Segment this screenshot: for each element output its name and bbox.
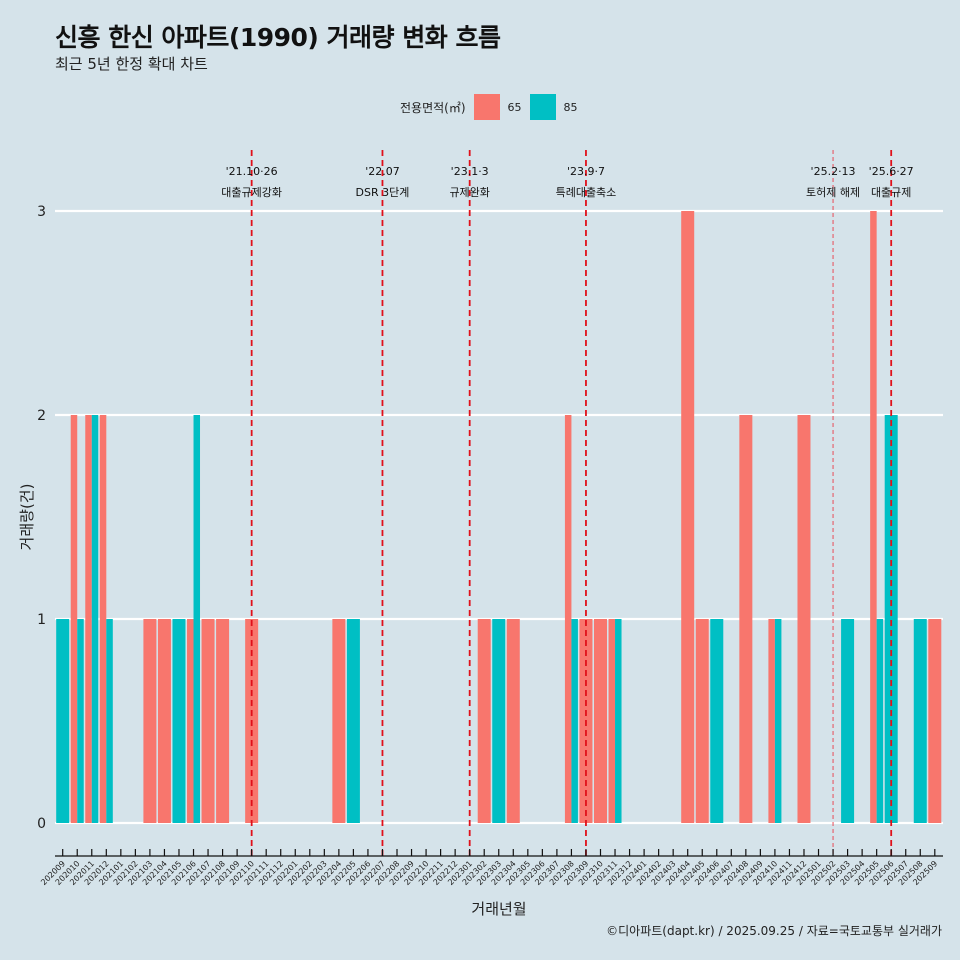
bar-65 bbox=[564, 415, 572, 823]
event-date: '25.2·13 bbox=[811, 165, 856, 178]
legend-title: 전용면적(㎡) bbox=[400, 100, 466, 115]
event-date: '25.6·27 bbox=[869, 165, 914, 178]
bar-85 bbox=[710, 619, 724, 823]
bar-85 bbox=[774, 619, 782, 823]
bar-65 bbox=[739, 415, 753, 823]
bar-65 bbox=[99, 415, 107, 823]
bar-65 bbox=[870, 211, 877, 823]
y-tick-label: 3 bbox=[37, 204, 46, 220]
bar-65 bbox=[332, 619, 346, 823]
bar-65 bbox=[506, 619, 520, 823]
event-label: 대출규제 bbox=[871, 186, 911, 199]
bar-85 bbox=[615, 619, 622, 823]
bar-65 bbox=[143, 619, 157, 823]
event-date: '23.9·7 bbox=[567, 165, 605, 178]
legend-swatch-65 bbox=[473, 94, 500, 120]
bar-65 bbox=[608, 619, 616, 823]
event-label: 규제완화 bbox=[449, 186, 489, 199]
bar-85 bbox=[913, 619, 927, 823]
bar-65 bbox=[681, 211, 695, 823]
bar-85 bbox=[91, 415, 99, 823]
bar-65 bbox=[768, 619, 775, 823]
bar-65 bbox=[477, 619, 491, 823]
event-label: 특례대출축소 bbox=[556, 186, 617, 199]
event-label: 토허제 해제 bbox=[806, 185, 860, 199]
event-label: 대출규제강화 bbox=[221, 186, 282, 199]
event-date: '21.10·26 bbox=[226, 165, 278, 178]
chart-subtitle: 최근 5년 한정 확대 차트 bbox=[55, 55, 208, 73]
bar-65 bbox=[216, 619, 230, 823]
bar-85 bbox=[884, 415, 898, 823]
bar-85 bbox=[876, 619, 884, 823]
event-date: '23.1·3 bbox=[451, 165, 489, 178]
bar-65 bbox=[157, 619, 171, 823]
bar-65 bbox=[593, 619, 607, 823]
legend-label-65: 65 bbox=[507, 100, 522, 114]
bar-65 bbox=[70, 415, 78, 823]
bar-85 bbox=[193, 415, 201, 823]
bar-65 bbox=[187, 619, 194, 823]
bar-85 bbox=[841, 619, 855, 823]
bar-65 bbox=[797, 415, 811, 823]
event-date: '22.07 bbox=[365, 165, 400, 178]
bar-65 bbox=[85, 415, 92, 823]
event-label: DSR 3단계 bbox=[356, 186, 410, 199]
bar-85 bbox=[571, 619, 578, 823]
y-tick-label: 1 bbox=[37, 612, 46, 628]
bar-65 bbox=[695, 619, 709, 823]
y-axis-title: 거래량(건) bbox=[18, 484, 36, 551]
bar-85 bbox=[77, 619, 84, 823]
chart-title: 신흥 한신 아파트(1990) 거래량 변화 흐름 bbox=[55, 23, 501, 52]
bar-65 bbox=[928, 619, 942, 823]
y-tick-label: 0 bbox=[37, 816, 46, 832]
y-tick-label: 2 bbox=[37, 408, 46, 424]
bar-85 bbox=[492, 619, 506, 823]
x-axis-title: 거래년월 bbox=[471, 900, 526, 918]
bar-85 bbox=[172, 619, 186, 823]
caption: ©디아파트(dapt.kr) / 2025.09.25 / 자료=국토교통부 실… bbox=[606, 924, 942, 938]
bar-65 bbox=[201, 619, 215, 823]
legend-label-85: 85 bbox=[563, 100, 578, 114]
bar-85 bbox=[346, 619, 360, 823]
bar-85 bbox=[106, 619, 113, 823]
bar-85 bbox=[56, 619, 70, 823]
legend: 전용면적(㎡) 65 85 bbox=[400, 93, 586, 121]
legend-swatch-85 bbox=[529, 94, 556, 120]
